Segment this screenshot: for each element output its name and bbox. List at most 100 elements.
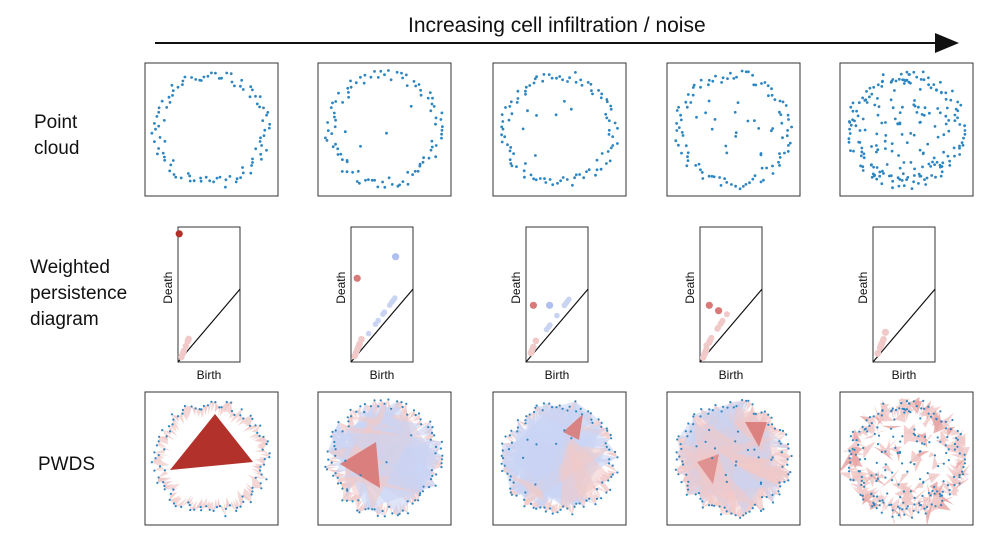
- point: [389, 78, 393, 82]
- pwds-triangle: [712, 410, 748, 450]
- point: [746, 119, 750, 123]
- pwds-triangle: [157, 477, 168, 483]
- point: [906, 470, 909, 473]
- point: [913, 503, 916, 506]
- point: [926, 142, 930, 146]
- point: [676, 438, 679, 441]
- point: [770, 129, 773, 133]
- pwds-triangle: [590, 491, 597, 505]
- pwds-triangle: [219, 401, 227, 417]
- pwds-triangle: [936, 500, 951, 511]
- point: [951, 418, 954, 422]
- point: [753, 448, 756, 451]
- point: [390, 407, 393, 410]
- point: [388, 505, 391, 508]
- point: [767, 423, 770, 426]
- pwds-triangle: [235, 415, 244, 424]
- point: [555, 406, 558, 409]
- point: [905, 400, 908, 403]
- point: [587, 410, 590, 413]
- point: [861, 425, 864, 428]
- point: [872, 495, 875, 498]
- point: [533, 77, 537, 81]
- point: [919, 417, 922, 420]
- point: [909, 161, 913, 164]
- point: [510, 429, 513, 432]
- point: [729, 401, 732, 404]
- point: [732, 406, 735, 409]
- pwds-triangle: [922, 495, 929, 507]
- diagram-dot-highlight: [529, 301, 537, 309]
- pwds-triangle: [951, 476, 965, 486]
- point: [847, 466, 850, 469]
- point: [566, 507, 569, 510]
- point: [212, 180, 215, 184]
- persistence-diagram: [699, 226, 763, 363]
- point: [868, 416, 871, 419]
- pwds-triangle: [947, 426, 956, 437]
- point: [515, 165, 518, 168]
- point: [507, 448, 511, 451]
- point: [923, 435, 927, 438]
- point: [959, 433, 962, 436]
- point: [174, 505, 177, 508]
- point: [605, 100, 609, 104]
- pwds-triangle: [774, 430, 787, 436]
- point: [190, 405, 193, 408]
- point: [872, 415, 875, 418]
- pwds-triangle: [232, 498, 238, 511]
- point: [941, 490, 944, 493]
- pwds-triangle: [252, 471, 267, 480]
- point: [398, 512, 401, 515]
- point: [872, 85, 876, 89]
- point: [330, 461, 333, 464]
- pwds-triangle: [252, 482, 262, 489]
- point: [364, 178, 367, 182]
- point: [608, 458, 611, 461]
- point: [595, 158, 599, 162]
- point: [933, 492, 936, 495]
- point: [855, 109, 858, 113]
- pwds-triangle: [864, 428, 868, 437]
- point: [241, 171, 245, 175]
- point: [574, 173, 578, 177]
- point: [679, 118, 683, 122]
- pwds-triangle: [898, 472, 910, 485]
- pwds-triangle: [211, 401, 216, 413]
- point: [893, 89, 896, 92]
- pwds-triangle: [154, 449, 165, 454]
- point: [760, 166, 764, 170]
- pwds-triangle: [926, 505, 939, 511]
- point: [189, 508, 192, 512]
- point: [179, 176, 183, 180]
- point: [725, 151, 729, 155]
- pwds-triangle: [251, 425, 261, 433]
- point: [168, 169, 172, 173]
- point: [912, 133, 916, 137]
- point: [334, 472, 337, 475]
- point: [927, 412, 930, 415]
- point: [910, 187, 914, 190]
- point: [922, 399, 925, 402]
- point: [538, 177, 542, 180]
- point: [963, 462, 966, 465]
- pwds-triangle: [214, 402, 220, 413]
- point: [385, 461, 388, 464]
- point: [745, 399, 748, 402]
- point: [946, 484, 949, 487]
- pwds-triangle: [914, 458, 923, 473]
- point: [410, 434, 413, 437]
- point: [894, 446, 897, 449]
- point: [153, 140, 156, 143]
- diagram-dot: [708, 334, 715, 341]
- point: [917, 511, 920, 514]
- point: [734, 131, 738, 134]
- point: [878, 499, 881, 503]
- pwds-triangle: [357, 502, 364, 513]
- point: [510, 493, 513, 496]
- point: [440, 128, 444, 132]
- point: [686, 484, 689, 487]
- point: [363, 73, 367, 77]
- point: [341, 487, 344, 490]
- pwds-triangle: [333, 474, 347, 478]
